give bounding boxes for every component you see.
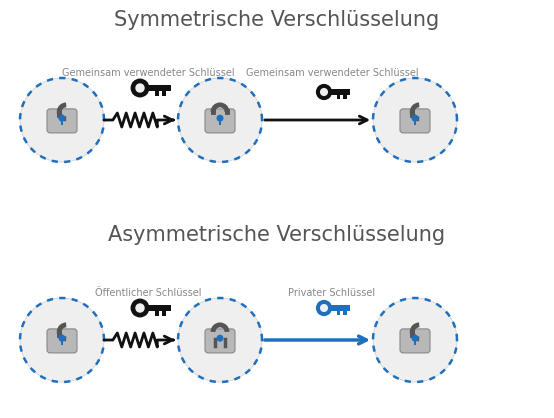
Text: Symmetrische Verschlüsselung: Symmetrische Verschlüsselung xyxy=(114,10,440,30)
Bar xyxy=(330,306,350,311)
Circle shape xyxy=(316,84,332,100)
Text: Gemeinsam verwendeter Schlüssel: Gemeinsam verwendeter Schlüssel xyxy=(61,68,234,78)
Bar xyxy=(147,85,171,91)
Bar xyxy=(162,311,166,316)
Circle shape xyxy=(412,335,418,342)
Circle shape xyxy=(217,115,223,122)
Bar xyxy=(61,339,63,345)
Circle shape xyxy=(59,335,65,342)
Circle shape xyxy=(135,303,145,313)
Text: Asymmetrische Verschlüsselung: Asymmetrische Verschlüsselung xyxy=(109,225,445,245)
FancyBboxPatch shape xyxy=(47,109,77,133)
Circle shape xyxy=(20,78,104,162)
Bar xyxy=(155,311,159,316)
Circle shape xyxy=(178,298,262,382)
Text: Öffentlicher Schlüssel: Öffentlicher Schlüssel xyxy=(95,288,201,298)
FancyBboxPatch shape xyxy=(205,109,235,133)
Circle shape xyxy=(373,298,457,382)
Bar xyxy=(147,305,171,311)
FancyBboxPatch shape xyxy=(400,329,430,353)
Circle shape xyxy=(131,298,150,317)
Bar xyxy=(337,94,340,99)
Bar xyxy=(155,91,159,96)
Text: Privater Schlüssel: Privater Schlüssel xyxy=(289,288,376,298)
Circle shape xyxy=(20,298,104,382)
Bar xyxy=(414,339,416,345)
Circle shape xyxy=(131,79,150,97)
Circle shape xyxy=(373,78,457,162)
Text: Gemeinsam verwendeter Schlüssel: Gemeinsam verwendeter Schlüssel xyxy=(245,68,418,78)
Bar xyxy=(343,311,346,315)
Circle shape xyxy=(316,300,332,316)
Bar xyxy=(414,120,416,125)
Bar xyxy=(219,120,221,125)
Circle shape xyxy=(135,83,145,93)
Bar xyxy=(61,120,63,125)
Bar xyxy=(343,94,346,99)
FancyBboxPatch shape xyxy=(400,109,430,133)
Bar xyxy=(330,89,350,94)
Circle shape xyxy=(320,88,328,96)
Circle shape xyxy=(217,335,223,342)
Circle shape xyxy=(320,304,328,312)
Circle shape xyxy=(59,115,65,122)
FancyBboxPatch shape xyxy=(205,329,235,353)
Bar xyxy=(337,311,340,315)
FancyBboxPatch shape xyxy=(47,329,77,353)
Bar xyxy=(162,91,166,96)
Circle shape xyxy=(412,115,418,122)
Circle shape xyxy=(178,78,262,162)
